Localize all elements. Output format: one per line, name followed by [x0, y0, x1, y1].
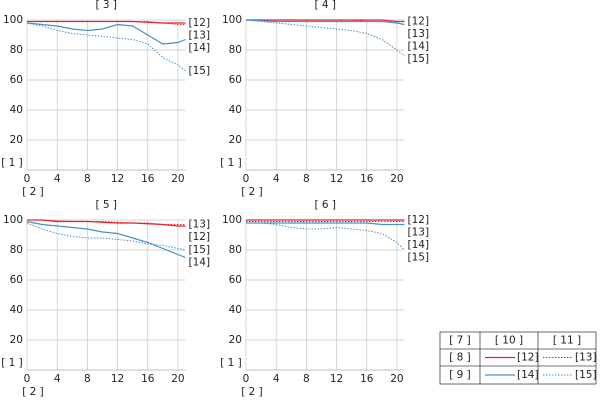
chart-title: [ 6 ] — [314, 199, 336, 211]
y-tick-label: 20 — [229, 134, 242, 146]
series-line — [245, 19, 405, 26]
series-end-label: [14] — [408, 41, 430, 53]
x-tick-label: 16 — [141, 173, 155, 185]
x-tick-label: 4 — [273, 373, 280, 385]
y-tick-label: 40 — [10, 304, 23, 316]
y-tick-label: 40 — [229, 104, 242, 116]
series-line — [27, 21, 186, 25]
y-tick-label: 60 — [229, 74, 242, 86]
x-tick-label: 4 — [54, 173, 61, 185]
series-line — [246, 222, 405, 251]
x-tick-label: 12 — [330, 373, 343, 385]
y-axis-label: [ 1 ] — [1, 157, 23, 169]
legend-label: [15] — [575, 369, 597, 381]
chart-title: [ 4 ] — [314, 0, 336, 11]
x-tick-label: 20 — [171, 173, 184, 185]
series-line — [245, 19, 405, 57]
x-axis-label: [ 2 ] — [22, 386, 44, 398]
y-axis-label: [ 1 ] — [1, 357, 23, 369]
x-tick-label: 8 — [303, 373, 310, 385]
x-axis-label: [ 2 ] — [22, 186, 44, 198]
series-line — [26, 222, 186, 251]
x-tick-label: 0 — [24, 373, 31, 385]
x-axis-label: [ 2 ] — [241, 386, 263, 398]
series-end-label: [15] — [189, 65, 211, 77]
y-tick-label: 20 — [10, 134, 23, 146]
x-tick-label: 12 — [330, 173, 343, 185]
y-tick-label: 80 — [10, 244, 23, 256]
series-line — [27, 219, 186, 225]
series-end-label: [14] — [408, 239, 430, 251]
series-line — [26, 22, 186, 45]
y-tick-label: 60 — [229, 274, 242, 286]
x-tick-label: 16 — [360, 173, 374, 185]
series-end-label: [13] — [408, 28, 430, 40]
legend-label: [13] — [575, 352, 597, 364]
series-end-label: [13] — [189, 219, 211, 231]
x-tick-label: 0 — [243, 373, 250, 385]
x-tick-label: 0 — [24, 173, 31, 185]
y-tick-label: 100 — [222, 14, 242, 26]
x-tick-label: 8 — [84, 373, 91, 385]
series-end-label: [14] — [189, 42, 211, 54]
series-end-label: [12] — [189, 231, 211, 243]
x-tick-label: 8 — [303, 173, 310, 185]
y-tick-label: 100 — [222, 214, 242, 226]
table-header: [ 10 ] — [495, 335, 523, 347]
x-tick-label: 12 — [111, 173, 124, 185]
table-row-label: [ 8 ] — [449, 352, 471, 364]
x-tick-label: 16 — [360, 373, 374, 385]
y-tick-label: 20 — [229, 334, 242, 346]
series-line — [246, 222, 405, 226]
series-end-label: [13] — [408, 227, 430, 239]
chart-title: [ 5 ] — [95, 199, 117, 211]
y-tick-label: 40 — [10, 104, 23, 116]
legend-label: [12] — [517, 352, 539, 364]
series-end-label: [12] — [408, 214, 430, 226]
y-tick-label: 20 — [10, 334, 23, 346]
y-tick-label: 60 — [10, 74, 23, 86]
x-tick-label: 20 — [390, 173, 403, 185]
series-end-label: [15] — [408, 53, 430, 65]
chart-title: [ 3 ] — [95, 0, 117, 11]
y-tick-label: 100 — [3, 14, 23, 26]
y-tick-label: 80 — [229, 244, 242, 256]
x-tick-label: 8 — [84, 173, 91, 185]
series-line — [26, 220, 186, 259]
series-end-label: [12] — [189, 17, 211, 29]
series-end-label: [15] — [189, 244, 211, 256]
x-tick-label: 16 — [141, 373, 155, 385]
series-end-label: [13] — [189, 30, 211, 42]
series-end-label: [15] — [408, 252, 430, 264]
y-axis-label: [ 1 ] — [220, 357, 242, 369]
x-axis-label: [ 2 ] — [241, 186, 263, 198]
y-tick-label: 100 — [3, 214, 23, 226]
series-end-label: [12] — [408, 16, 430, 28]
x-tick-label: 20 — [390, 373, 403, 385]
table-header: [ 7 ] — [449, 335, 471, 347]
x-tick-label: 4 — [54, 373, 61, 385]
y-tick-label: 40 — [229, 304, 242, 316]
y-tick-label: 80 — [229, 44, 242, 56]
series-end-label: [14] — [189, 257, 211, 269]
table-header: [ 11 ] — [553, 335, 581, 347]
table-row-label: [ 9 ] — [449, 369, 471, 381]
y-axis-label: [ 1 ] — [220, 157, 242, 169]
x-tick-label: 4 — [273, 173, 280, 185]
y-tick-label: 80 — [10, 44, 23, 56]
x-tick-label: 0 — [243, 173, 250, 185]
y-tick-label: 60 — [10, 274, 23, 286]
x-tick-label: 20 — [171, 373, 184, 385]
legend-label: [14] — [517, 369, 539, 381]
series-line — [26, 22, 186, 72]
x-tick-label: 12 — [111, 373, 124, 385]
